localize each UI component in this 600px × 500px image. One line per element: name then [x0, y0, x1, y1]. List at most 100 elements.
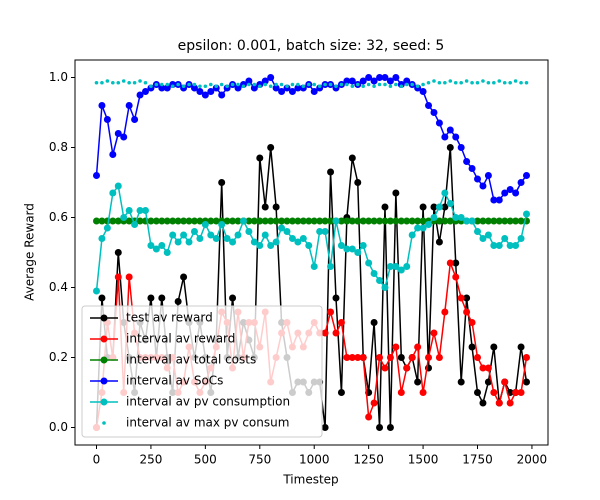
- data-point: [410, 82, 414, 87]
- data-point: [305, 242, 313, 249]
- data-point: [174, 238, 182, 246]
- data-point: [397, 354, 405, 361]
- legend-box: [81, 305, 323, 438]
- data-point: [452, 214, 460, 221]
- data-point: [256, 242, 264, 249]
- data-point: [348, 354, 356, 361]
- data-point: [207, 217, 215, 225]
- data-point: [332, 329, 340, 337]
- data-point: [141, 88, 149, 95]
- data-point: [484, 364, 492, 372]
- data-point: [506, 186, 514, 193]
- data-point: [310, 263, 318, 270]
- data-point: [506, 242, 514, 249]
- data-point: [125, 102, 133, 109]
- data-point: [372, 84, 376, 89]
- y-tick-label: 0.4: [49, 280, 68, 294]
- data-point: [419, 224, 427, 232]
- data-point: [408, 217, 416, 225]
- data-point: [147, 217, 155, 225]
- data-point: [512, 242, 520, 249]
- data-point: [435, 119, 443, 127]
- data-point: [225, 84, 229, 89]
- data-point: [354, 354, 362, 361]
- data-point: [323, 82, 327, 87]
- data-point: [120, 133, 128, 141]
- data-point: [457, 214, 465, 221]
- data-point: [114, 182, 122, 190]
- data-point: [267, 242, 275, 249]
- data-point: [474, 228, 482, 235]
- data-point: [332, 217, 340, 225]
- data-point: [397, 217, 405, 225]
- data-point: [212, 217, 220, 225]
- data-point: [512, 217, 520, 225]
- data-point: [256, 217, 264, 225]
- data-point: [158, 217, 166, 225]
- data-point: [316, 217, 324, 225]
- data-point: [441, 189, 449, 197]
- data-point: [386, 354, 394, 361]
- data-point: [174, 217, 182, 225]
- data-point: [234, 231, 242, 239]
- data-point: [294, 217, 302, 225]
- data-point: [272, 84, 280, 92]
- data-point: [408, 231, 416, 239]
- data-point: [425, 221, 433, 228]
- data-point: [348, 77, 356, 85]
- data-point: [370, 319, 378, 326]
- data-point: [125, 273, 133, 281]
- data-point: [468, 319, 476, 326]
- data-point: [394, 82, 398, 87]
- data-point: [468, 217, 476, 225]
- data-point: [114, 130, 122, 137]
- data-point: [250, 84, 258, 92]
- data-point: [513, 79, 518, 83]
- data-point: [306, 82, 311, 87]
- data-point: [403, 217, 411, 225]
- x-tick-label: 1250: [353, 453, 384, 467]
- data-point: [419, 217, 427, 225]
- data-point: [261, 203, 269, 211]
- data-point: [252, 82, 257, 87]
- data-point: [152, 217, 160, 225]
- data-point: [196, 88, 204, 95]
- data-point: [236, 82, 240, 87]
- data-point: [443, 80, 447, 85]
- data-point: [359, 354, 367, 361]
- data-point: [196, 235, 204, 242]
- data-point: [267, 74, 275, 81]
- data-point: [334, 84, 338, 89]
- data-point: [327, 308, 335, 316]
- data-point: [486, 80, 491, 85]
- data-point: [98, 235, 106, 242]
- data-point: [272, 217, 280, 225]
- data-point: [441, 308, 449, 316]
- x-tick-label: 1000: [299, 453, 330, 467]
- data-point: [219, 82, 224, 87]
- data-point: [348, 245, 356, 253]
- data-point: [103, 116, 111, 123]
- data-point: [484, 217, 492, 225]
- data-point: [501, 189, 509, 197]
- data-point: [328, 82, 333, 87]
- data-point: [261, 217, 269, 225]
- data-point: [517, 343, 525, 351]
- data-point: [214, 84, 219, 89]
- data-point: [519, 80, 523, 85]
- data-point: [223, 235, 231, 242]
- data-point: [365, 259, 373, 267]
- data-point: [354, 179, 362, 186]
- data-point: [495, 196, 503, 204]
- data-point: [337, 242, 345, 249]
- data-point: [425, 102, 433, 109]
- data-point: [278, 224, 286, 232]
- legend-label: test av reward: [126, 311, 213, 325]
- data-point: [392, 217, 400, 225]
- data-point: [441, 203, 449, 211]
- data-point: [404, 82, 409, 87]
- data-point: [523, 210, 530, 218]
- data-point: [158, 242, 166, 249]
- data-point: [109, 151, 117, 158]
- data-point: [136, 217, 144, 225]
